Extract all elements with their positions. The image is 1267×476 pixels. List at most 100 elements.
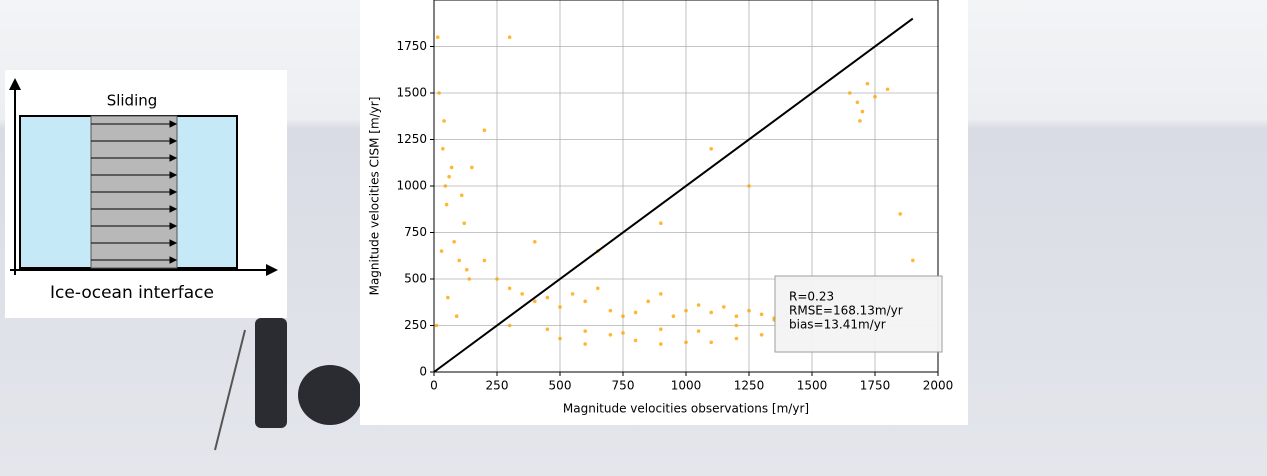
point <box>439 249 444 253</box>
y-tick-label: 500 <box>404 272 427 286</box>
arrow-head <box>169 222 178 230</box>
arrow-head <box>169 154 178 162</box>
y-axis-label: Magnitude velocities CISM [m/yr] <box>368 97 382 296</box>
point <box>459 193 464 198</box>
y-tick-label: 250 <box>404 318 427 332</box>
point <box>464 267 469 272</box>
annotation-text: R=0.23 <box>789 290 834 304</box>
point <box>855 100 860 105</box>
y-tick-label: 1500 <box>396 86 427 100</box>
point <box>734 336 739 341</box>
point <box>759 333 764 337</box>
arrow-head <box>169 120 178 128</box>
point <box>865 81 870 86</box>
x-tick-label: 750 <box>612 379 635 393</box>
point <box>734 323 739 328</box>
point <box>583 342 587 346</box>
arrow-head <box>169 239 178 247</box>
point <box>608 308 613 313</box>
point <box>533 299 537 304</box>
x-tick-label: 2000 <box>923 379 954 393</box>
point <box>444 202 449 207</box>
point <box>441 147 445 151</box>
y-tick-label: 0 <box>419 365 427 379</box>
annotation-text: bias=13.41m/yr <box>789 318 886 332</box>
plot: 0 250 500 750 1000 1250 1500 1750 2000 0 250 500 750… <box>368 0 954 416</box>
arrow-head <box>169 188 178 196</box>
point <box>659 342 663 346</box>
point <box>633 310 638 315</box>
point <box>747 308 751 313</box>
point <box>443 184 448 188</box>
point <box>596 286 600 291</box>
point <box>621 314 625 319</box>
diagram: Sliding Ice-ocean interface <box>5 70 287 318</box>
point <box>520 292 524 296</box>
diagram-label: Ice-ocean interface <box>50 283 214 303</box>
point <box>898 212 902 216</box>
point <box>646 299 650 304</box>
diagram-title: Sliding <box>107 92 158 110</box>
y-tick-label: 1000 <box>396 179 427 193</box>
point <box>583 299 587 304</box>
point <box>633 338 638 343</box>
point <box>507 35 512 39</box>
point <box>462 221 467 225</box>
point <box>684 308 688 313</box>
point <box>482 258 487 263</box>
point <box>454 314 459 319</box>
y-tick-label: 750 <box>404 225 427 239</box>
annotation-box <box>774 275 943 353</box>
point <box>558 336 562 341</box>
point <box>558 305 562 309</box>
y-tick-label: 1750 <box>396 39 427 53</box>
chart-panel <box>360 0 968 425</box>
point <box>608 333 613 337</box>
arrow-head <box>169 256 178 264</box>
point <box>437 91 441 95</box>
point <box>507 286 512 291</box>
axes-frame <box>433 0 939 373</box>
y-tick-label: 1250 <box>396 132 427 146</box>
point <box>873 94 877 99</box>
person <box>214 318 362 451</box>
point <box>759 312 764 317</box>
x-tick-label: 500 <box>549 379 572 393</box>
x-axis-label: Magnitude velocities observations [m/yr] <box>563 402 809 416</box>
x-tick-label: 0 <box>430 379 438 393</box>
point <box>435 35 440 39</box>
point <box>659 327 663 332</box>
point <box>495 277 499 281</box>
annotation-text: RMSE=168.13m/yr <box>789 304 903 318</box>
x-tick-label: 250 <box>486 379 509 393</box>
point <box>446 295 450 300</box>
point <box>858 119 862 123</box>
arrow-head <box>266 264 278 276</box>
point <box>470 165 474 170</box>
point <box>860 109 865 114</box>
point <box>507 323 512 328</box>
point <box>709 147 713 151</box>
point <box>709 310 713 315</box>
point <box>533 240 537 244</box>
point <box>696 329 701 333</box>
point <box>449 165 454 170</box>
point <box>696 303 701 307</box>
point <box>457 258 462 263</box>
x-tick-label: 1750 <box>860 379 891 393</box>
point <box>734 314 739 319</box>
point <box>442 119 446 123</box>
point <box>434 323 439 328</box>
point <box>885 87 890 92</box>
point <box>467 277 472 281</box>
x-tick-label: 1000 <box>671 379 702 393</box>
arrow-head <box>169 205 178 213</box>
arrow-head <box>169 137 178 145</box>
reference-line <box>433 17 914 373</box>
point <box>671 314 676 319</box>
x-tick-label: 1250 <box>734 379 765 393</box>
point <box>848 91 852 95</box>
x-tick-label: 1500 <box>797 379 828 393</box>
